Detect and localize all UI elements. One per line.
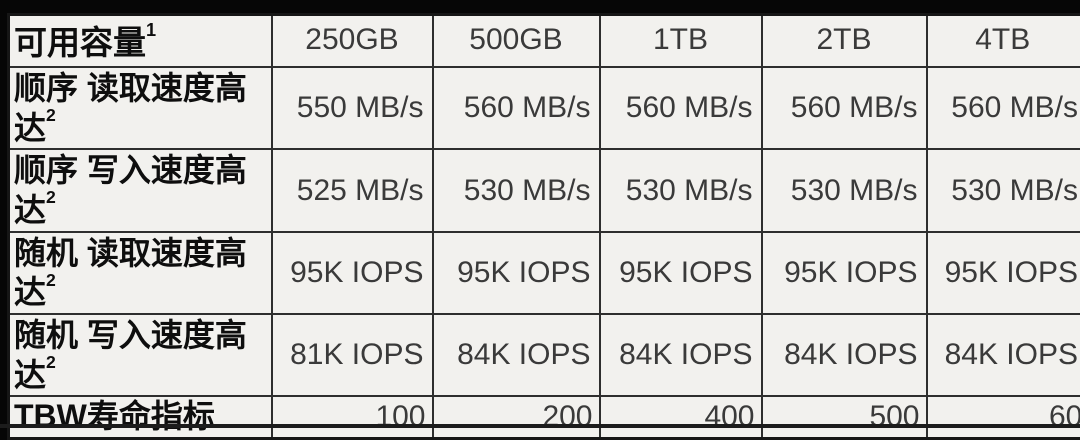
rand-write-2tb-value: 84K IOPS: [762, 314, 927, 396]
column-header-4tb: 4TB: [927, 15, 1080, 68]
capacity-header-text: 可用容量: [14, 24, 146, 61]
ssd-spec-table: 可用容量1 250GB 500GB 1TB 2TB 4TB 顺序 读取速度高达2…: [7, 13, 1080, 440]
tbw-2tb-value: 500: [762, 396, 927, 438]
capacity-header-row: 可用容量1 250GB 500GB 1TB 2TB 4TB: [9, 15, 1080, 68]
column-header-500gb: 500GB: [433, 15, 600, 68]
seq-read-2tb-value: 560 MB/s: [762, 67, 927, 149]
rand-write-1tb-value: 84K IOPS: [600, 314, 762, 396]
rand-write-500gb-value: 84K IOPS: [433, 314, 600, 396]
rand-read-500gb-value: 95K IOPS: [433, 232, 600, 314]
tbw-label-text: TBW寿命指标: [14, 398, 215, 434]
capacity-header-label: 可用容量1: [9, 15, 272, 68]
capacity-footnote-sup: 1: [146, 20, 156, 40]
seq-write-1tb-value: 530 MB/s: [600, 149, 762, 231]
seq-write-footnote-sup: 2: [46, 187, 56, 207]
seq-read-500gb-value: 560 MB/s: [433, 67, 600, 149]
seq-write-250gb-value: 525 MB/s: [272, 149, 433, 231]
seq-read-row: 顺序 读取速度高达2 550 MB/s 560 MB/s 560 MB/s 56…: [9, 67, 1080, 149]
rand-read-1tb-value: 95K IOPS: [600, 232, 762, 314]
seq-write-row: 顺序 写入速度高达2 525 MB/s 530 MB/s 530 MB/s 53…: [9, 149, 1080, 231]
rand-write-row-label: 随机 写入速度高达2: [9, 314, 272, 396]
seq-read-250gb-value: 550 MB/s: [272, 67, 433, 149]
tbw-row: TBW寿命指标 100 200 400 500 600: [9, 396, 1080, 438]
rand-write-250gb-value: 81K IOPS: [272, 314, 433, 396]
tbw-1tb-value: 400: [600, 396, 762, 438]
seq-read-1tb-value: 560 MB/s: [600, 67, 762, 149]
tbw-250gb-value: 100: [272, 396, 433, 438]
seq-read-footnote-sup: 2: [46, 105, 56, 125]
seq-write-row-label: 顺序 写入速度高达2: [9, 149, 272, 231]
rand-read-footnote-sup: 2: [46, 270, 56, 290]
rand-write-row: 随机 写入速度高达2 81K IOPS 84K IOPS 84K IOPS 84…: [9, 314, 1080, 396]
rand-read-row: 随机 读取速度高达2 95K IOPS 95K IOPS 95K IOPS 95…: [9, 232, 1080, 314]
tbw-500gb-value: 200: [433, 396, 600, 438]
seq-write-4tb-value: 530 MB/s: [927, 149, 1080, 231]
rand-write-footnote-sup: 2: [46, 352, 56, 372]
seq-write-500gb-value: 530 MB/s: [433, 149, 600, 231]
rand-read-250gb-value: 95K IOPS: [272, 232, 433, 314]
column-header-1tb: 1TB: [600, 15, 762, 68]
column-header-2tb: 2TB: [762, 15, 927, 68]
rand-read-4tb-value: 95K IOPS: [927, 232, 1080, 314]
column-header-250gb: 250GB: [272, 15, 433, 68]
tbw-4tb-value: 600: [927, 396, 1080, 438]
seq-read-row-label: 顺序 读取速度高达2: [9, 67, 272, 149]
tbw-row-label: TBW寿命指标: [9, 396, 272, 438]
rand-read-row-label: 随机 读取速度高达2: [9, 232, 272, 314]
rand-write-4tb-value: 84K IOPS: [927, 314, 1080, 396]
rand-read-2tb-value: 95K IOPS: [762, 232, 927, 314]
seq-write-2tb-value: 530 MB/s: [762, 149, 927, 231]
seq-read-4tb-value: 560 MB/s: [927, 67, 1080, 149]
